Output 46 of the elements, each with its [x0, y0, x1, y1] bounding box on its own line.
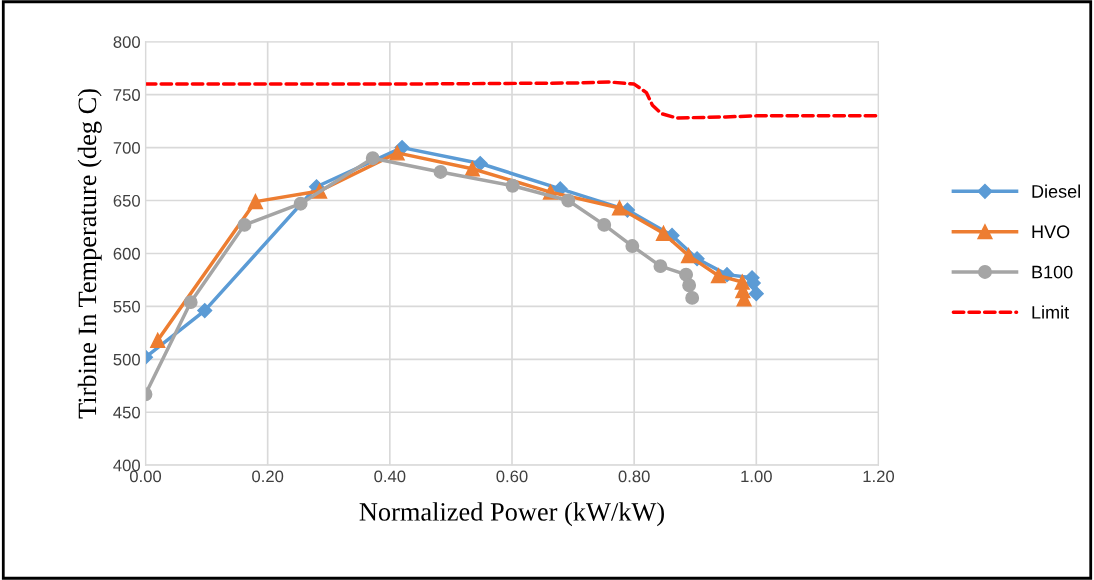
- y-tick-label: 550: [113, 300, 140, 313]
- y-tick-label: 600: [113, 247, 140, 260]
- point: [680, 247, 697, 264]
- point: [464, 161, 480, 177]
- legend-label: B100: [1032, 265, 1073, 279]
- point: [685, 290, 700, 305]
- point: [505, 178, 520, 193]
- point: [682, 278, 697, 293]
- y-tick-label: 500: [113, 353, 140, 366]
- y-axis-title: Tirbine In Temperature (deg C): [77, 89, 102, 419]
- point: [472, 155, 488, 172]
- point: [150, 332, 166, 348]
- point: [197, 303, 213, 319]
- point: [365, 151, 380, 166]
- point: [237, 217, 252, 232]
- x-axis-title: Normalized Power (kW/kW): [359, 502, 664, 527]
- line-series: [145, 80, 879, 120]
- point: [183, 295, 198, 310]
- legend-label: HVO: [1032, 225, 1070, 239]
- y-tick-label: 700: [113, 142, 140, 154]
- point: [655, 225, 672, 241]
- x-tick-label: 0.80: [618, 470, 650, 483]
- point: [433, 165, 448, 179]
- x-tick-label: 1.00: [741, 470, 772, 483]
- x-tick-label: 1.20: [863, 470, 895, 483]
- point: [748, 286, 764, 302]
- x-tick-label: 0.40: [374, 470, 406, 483]
- point: [597, 217, 612, 232]
- x-tick-label: 0.60: [496, 470, 528, 483]
- legend-label: Diesel: [1032, 184, 1080, 198]
- point: [625, 239, 640, 253]
- legend-label: Limit: [1032, 305, 1069, 319]
- y-tick-label: 450: [113, 406, 140, 419]
- y-tick-label: 650: [113, 194, 140, 207]
- point: [247, 193, 264, 210]
- point: [293, 196, 308, 211]
- y-tick-label: 400: [113, 459, 140, 472]
- y-tick-label: 800: [113, 36, 140, 48]
- point: [611, 200, 628, 216]
- point: [710, 268, 727, 284]
- point: [389, 145, 405, 161]
- point: [561, 193, 576, 208]
- point: [653, 259, 668, 274]
- x-tick-label: 0.20: [252, 470, 284, 483]
- y-tick-label: 750: [113, 89, 140, 101]
- x-tick-label: 0.00: [129, 470, 162, 483]
